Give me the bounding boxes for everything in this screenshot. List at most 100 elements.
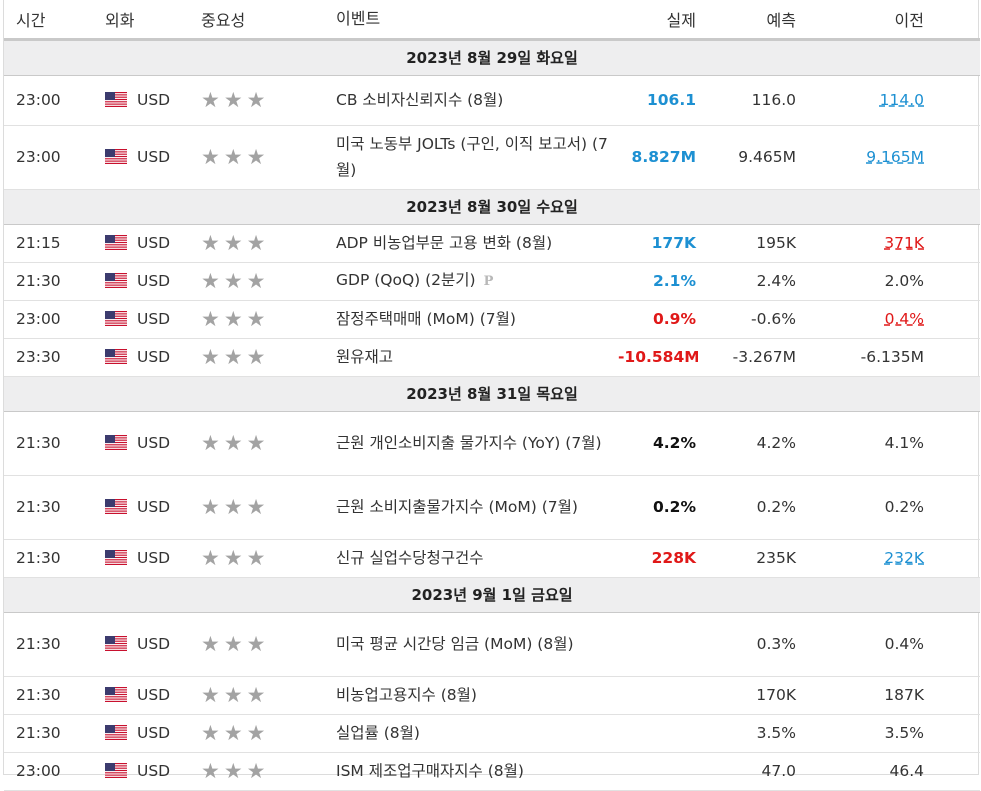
event-name-cell: CB 소비자신뢰지수 (8월)	[336, 75, 618, 126]
event-row[interactable]: 21:30 USD ★★★ 근원 개인소비지출 물가지수 (YoY) (7월) 4.2%…	[4, 411, 980, 476]
event-previous-cell: 4.1%	[798, 411, 980, 476]
event-actual: 106.1	[618, 75, 698, 126]
event-name[interactable]: 신규 실업수당청구건수	[336, 549, 484, 567]
event-currency: USD	[137, 310, 171, 328]
event-currency-cell: USD	[105, 714, 201, 753]
event-previous[interactable]: 232K	[884, 549, 924, 567]
event-row[interactable]: 23:00 USD ★★★ 잠정주택매매 (MoM) (7월) 0.9% -0.6% 0.4…	[4, 300, 980, 339]
event-name[interactable]: 잠정주택매매 (MoM) (7월)	[336, 310, 516, 328]
us-flag-icon	[105, 763, 127, 778]
event-time: 21:30	[4, 411, 105, 476]
event-forecast: 0.2%	[698, 475, 798, 540]
event-time: 23:00	[4, 75, 105, 126]
header-row: 시간 외화 중요성 이벤트 실제 예측 이전	[4, 0, 980, 41]
event-row[interactable]: 21:30 USD ★★★ GDP (QoQ) (2분기) P 2.1% 2.4% 2.0%	[4, 262, 980, 301]
event-row[interactable]: 21:30 USD ★★★ 신규 실업수당청구건수 228K 235K 232K	[4, 539, 980, 578]
event-currency: USD	[137, 686, 171, 704]
event-name[interactable]: GDP (QoQ) (2분기)	[336, 271, 476, 289]
event-row[interactable]: 23:00 USD ★★★ CB 소비자신뢰지수 (8월) 106.1 116.0 114.…	[4, 75, 980, 126]
header-actual[interactable]: 실제	[618, 0, 698, 41]
event-previous: 4.1%	[884, 434, 924, 452]
event-name-cell: 근원 개인소비지출 물가지수 (YoY) (7월)	[336, 411, 618, 476]
header-importance[interactable]: 중요성	[201, 0, 336, 41]
event-name-cell: GDP (QoQ) (2분기) P	[336, 262, 618, 301]
importance-cell: ★★★	[201, 752, 336, 791]
event-actual: 4.2%	[618, 411, 698, 476]
date-label: 2023년 9월 1일 금요일	[4, 577, 980, 613]
event-previous: 2.0%	[884, 272, 924, 290]
event-currency-cell: USD	[105, 300, 201, 339]
event-previous-cell: 2.0%	[798, 262, 980, 301]
star-icon: ★★★	[201, 307, 270, 331]
event-currency-cell: USD	[105, 75, 201, 126]
event-previous: 3.5%	[884, 724, 924, 742]
event-time: 23:00	[4, 125, 105, 190]
importance-cell: ★★★	[201, 262, 336, 301]
event-actual: 0.2%	[618, 475, 698, 540]
header-forecast[interactable]: 예측	[698, 0, 798, 41]
event-name[interactable]: 근원 개인소비지출 물가지수 (YoY) (7월)	[336, 434, 602, 452]
importance-cell: ★★★	[201, 676, 336, 715]
date-row: 2023년 8월 30일 수요일	[4, 189, 980, 225]
importance-cell: ★★★	[201, 539, 336, 578]
importance-cell: ★★★	[201, 125, 336, 190]
event-row[interactable]: 23:30 USD ★★★ 원유재고 -10.584M -3.267M -6.135M	[4, 338, 980, 377]
preliminary-p-icon: P	[483, 274, 494, 289]
header-event[interactable]: 이벤트	[336, 0, 618, 41]
event-time: 21:30	[4, 714, 105, 753]
event-currency: USD	[137, 434, 171, 452]
header-previous[interactable]: 이전	[798, 0, 980, 41]
us-flag-icon	[105, 687, 127, 702]
header-currency[interactable]: 외화	[105, 0, 201, 41]
event-name[interactable]: 비농업고용지수 (8월)	[336, 686, 477, 704]
event-time: 21:30	[4, 539, 105, 578]
event-previous[interactable]: 114.0	[879, 91, 924, 109]
event-time: 21:30	[4, 676, 105, 715]
star-icon: ★★★	[201, 145, 270, 169]
us-flag-icon	[105, 149, 127, 164]
event-name-cell: 원유재고	[336, 338, 618, 377]
event-name-cell: 신규 실업수당청구건수	[336, 539, 618, 578]
event-name[interactable]: ADP 비농업부문 고용 변화 (8월)	[336, 234, 553, 252]
event-name-cell: 미국 노동부 JOLTs (구인, 이직 보고서) (7월)	[336, 125, 618, 190]
event-name[interactable]: 근원 소비지출물가지수 (MoM) (7월)	[336, 498, 578, 516]
event-previous[interactable]: 0.4%	[884, 310, 924, 328]
event-name[interactable]: 미국 노동부 JOLTs (구인, 이직 보고서) (7월)	[336, 135, 608, 179]
event-time: 23:30	[4, 338, 105, 377]
event-row[interactable]: 23:00 USD ★★★ 미국 노동부 JOLTs (구인, 이직 보고서) (7월…	[4, 125, 980, 190]
event-name-cell: 미국 평균 시간당 임금 (MoM) (8월)	[336, 612, 618, 677]
us-flag-icon	[105, 235, 127, 250]
event-currency: USD	[137, 272, 171, 290]
us-flag-icon	[105, 92, 127, 107]
event-currency-cell: USD	[105, 125, 201, 190]
header-time[interactable]: 시간	[4, 0, 105, 41]
event-row[interactable]: 23:00 USD ★★★ ISM 제조업구매자지수 (8월) 47.0 46.4	[4, 752, 980, 791]
event-currency: USD	[137, 348, 171, 366]
event-name[interactable]: 미국 평균 시간당 임금 (MoM) (8월)	[336, 635, 574, 653]
event-previous: -6.135M	[860, 348, 924, 366]
event-previous-cell: 0.2%	[798, 475, 980, 540]
event-previous[interactable]: 9.165M	[866, 148, 924, 166]
event-actual: 177K	[618, 224, 698, 263]
us-flag-icon	[105, 311, 127, 326]
event-currency-cell: USD	[105, 411, 201, 476]
date-row: 2023년 8월 31일 목요일	[4, 376, 980, 412]
event-name[interactable]: 원유재고	[336, 348, 394, 366]
event-previous-cell: 232K	[798, 539, 980, 578]
event-row[interactable]: 21:30 USD ★★★ 미국 평균 시간당 임금 (MoM) (8월) 0.3% 0.…	[4, 612, 980, 677]
event-previous-cell: 0.4%	[798, 300, 980, 339]
event-previous-cell: 187K	[798, 676, 980, 715]
event-time: 23:00	[4, 752, 105, 791]
event-name[interactable]: ISM 제조업구매자지수 (8월)	[336, 762, 524, 780]
event-row[interactable]: 21:30 USD ★★★ 실업률 (8월) 3.5% 3.5%	[4, 714, 980, 753]
event-previous: 187K	[884, 686, 924, 704]
event-previous-cell: 46.4	[798, 752, 980, 791]
event-previous[interactable]: 371K	[884, 234, 924, 252]
calendar-body: 2023년 8월 29일 화요일 23:00 USD ★★★ CB 소비자신뢰지수 (8…	[4, 39, 980, 791]
event-row[interactable]: 21:15 USD ★★★ ADP 비농업부문 고용 변화 (8월) 177K 195K 3…	[4, 224, 980, 263]
event-row[interactable]: 21:30 USD ★★★ 비농업고용지수 (8월) 170K 187K	[4, 676, 980, 715]
event-name[interactable]: 실업률 (8월)	[336, 724, 420, 742]
event-name[interactable]: CB 소비자신뢰지수 (8월)	[336, 91, 504, 109]
event-row[interactable]: 21:30 USD ★★★ 근원 소비지출물가지수 (MoM) (7월) 0.2% 0.2…	[4, 475, 980, 540]
importance-cell: ★★★	[201, 714, 336, 753]
